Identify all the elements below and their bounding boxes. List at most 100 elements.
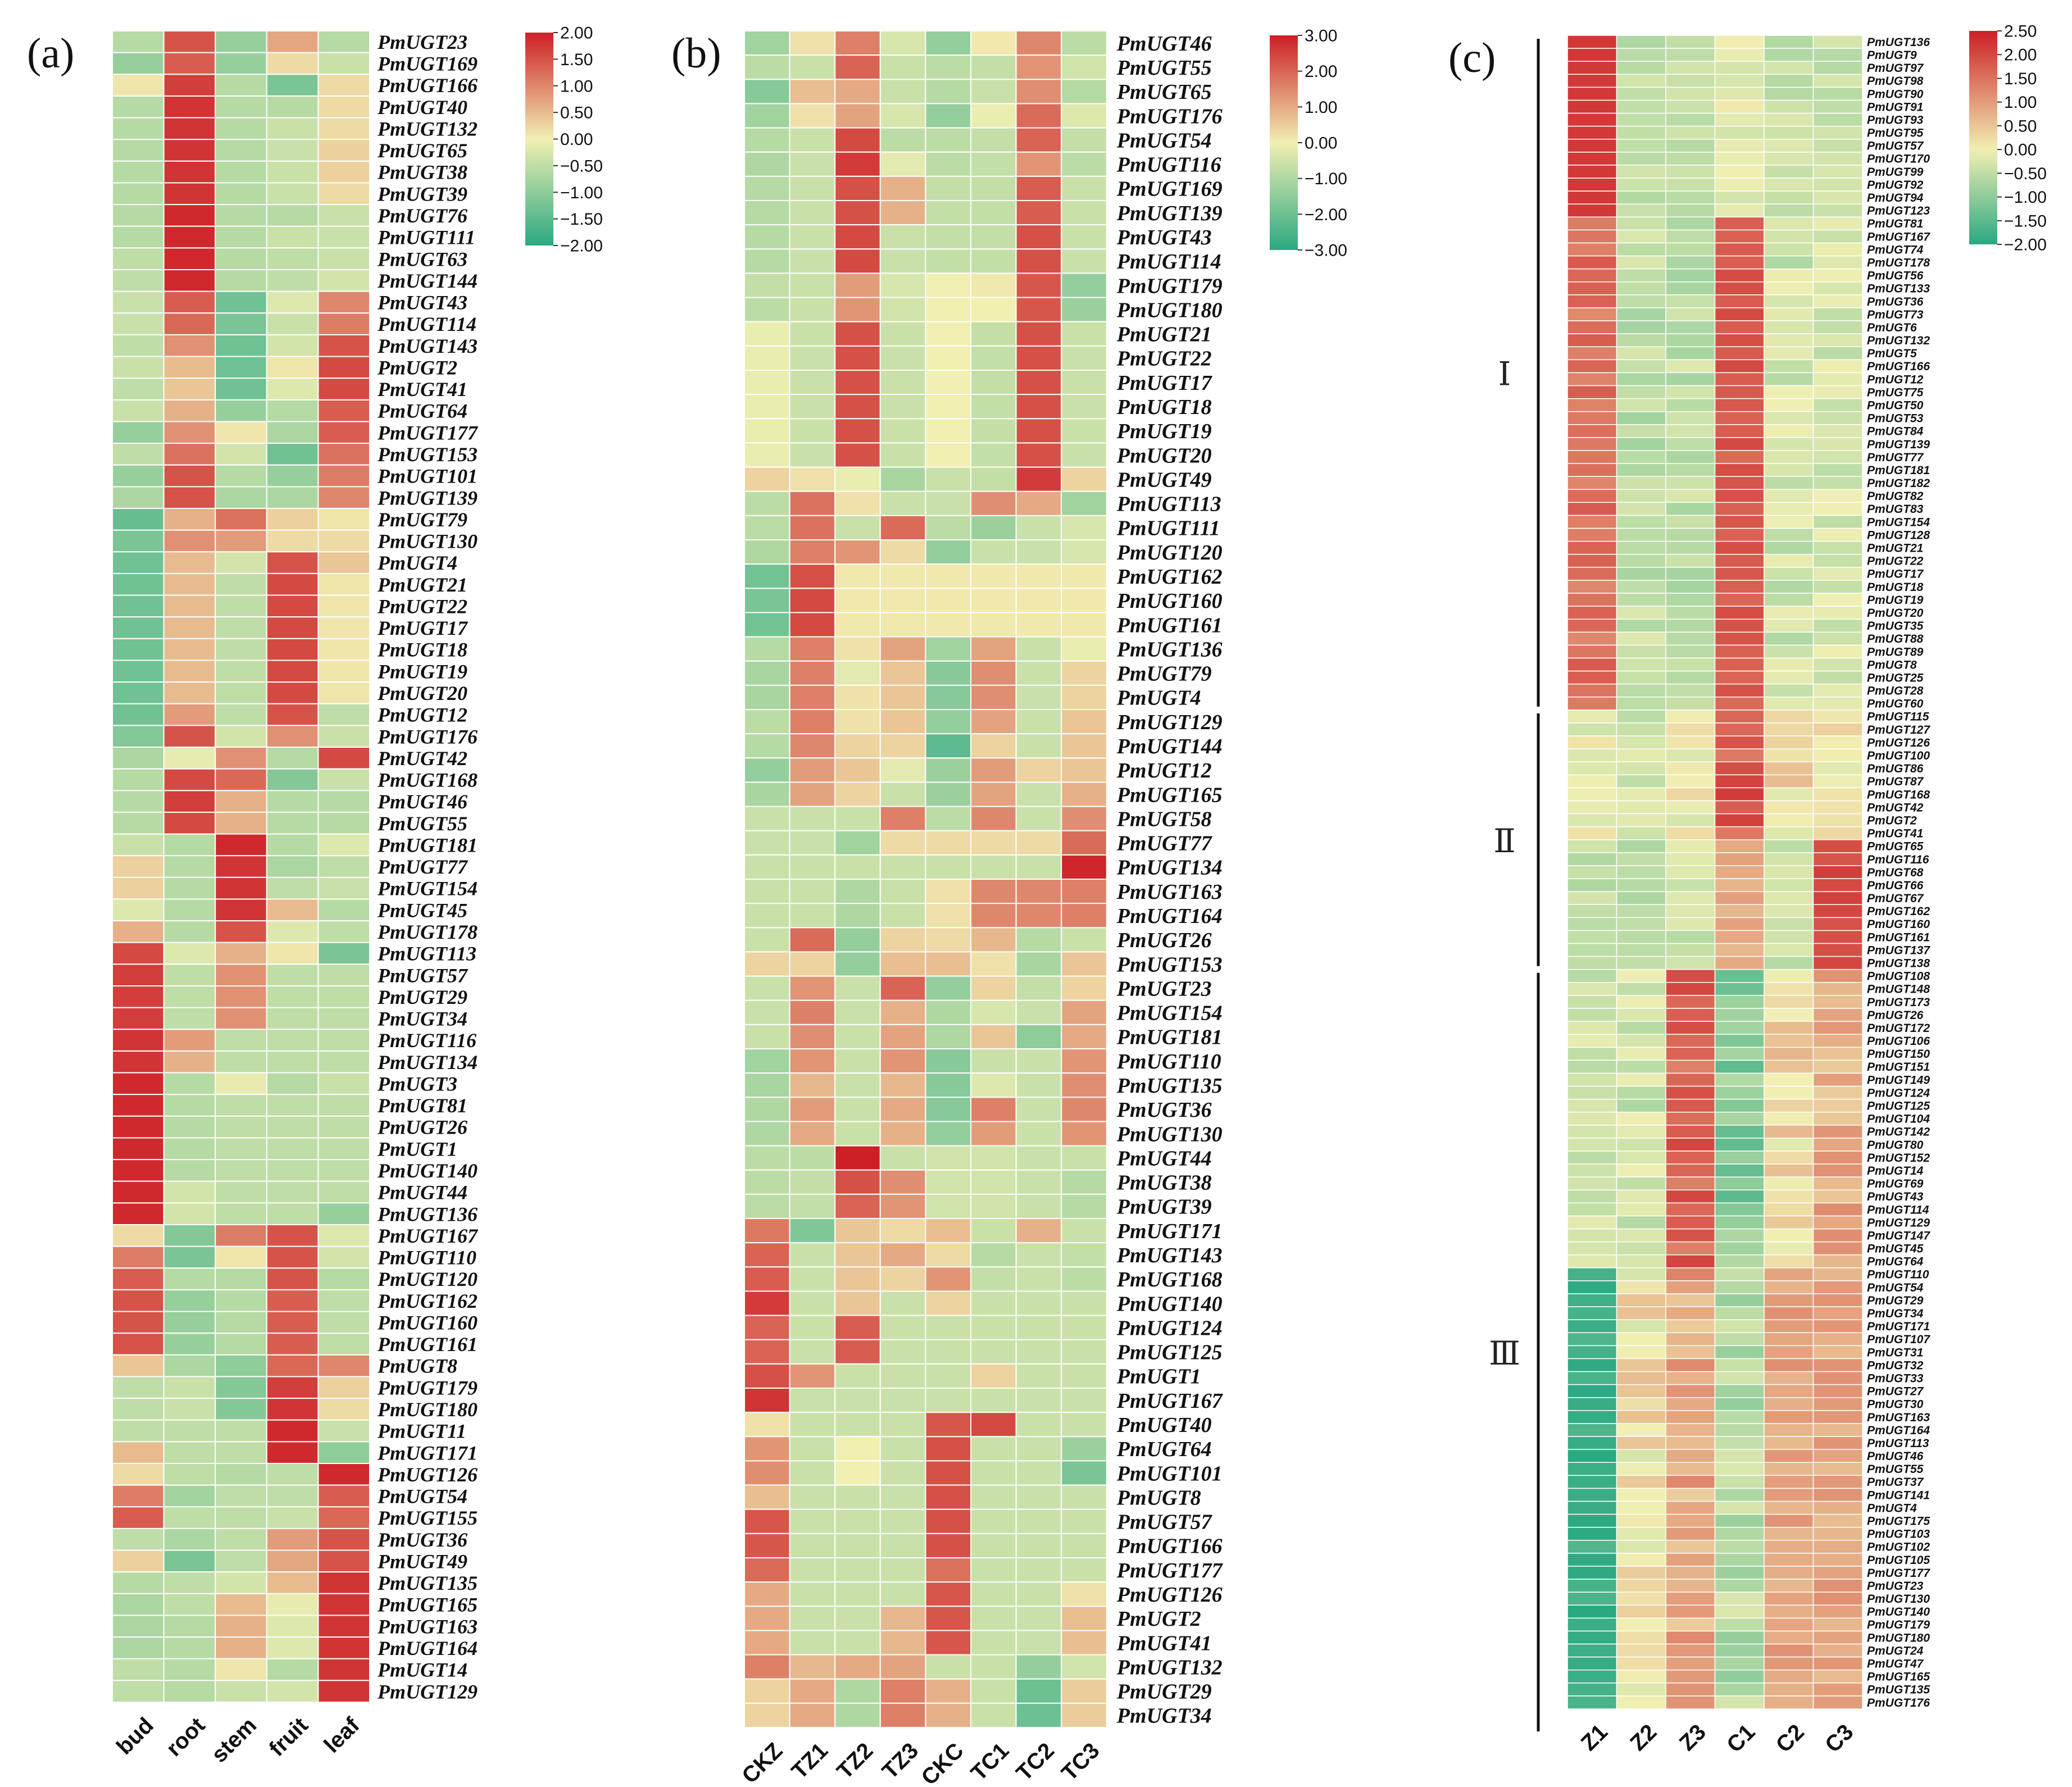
heatmap-cell: [163, 1441, 216, 1465]
row-label: PmUGT143: [1116, 1244, 1223, 1267]
row-label: PmUGT45: [377, 899, 467, 921]
row-label: PmUGT2: [1867, 815, 1917, 827]
heatmap-cell: [317, 399, 371, 422]
row-label: PmUGT140: [1867, 1606, 1930, 1618]
heatmap-cell: [1764, 1241, 1814, 1256]
heatmap-cell: [1714, 1189, 1765, 1204]
heatmap-cell: [925, 1339, 972, 1365]
heatmap-cell: [1714, 865, 1765, 879]
heatmap-cell: [163, 768, 216, 792]
row-label: PmUGT181: [1867, 464, 1930, 477]
heatmap-cell: [1665, 593, 1716, 607]
heatmap-cell: [1714, 1423, 1765, 1437]
row-label: PmUGT177: [377, 421, 479, 444]
heatmap-cell: [1764, 229, 1814, 244]
heatmap-cell: [925, 1508, 972, 1534]
heatmap-cell: [879, 999, 926, 1025]
heatmap-cell: [925, 612, 972, 638]
heatmap-cell: [317, 1571, 371, 1594]
heatmap-cell: [1567, 683, 1617, 698]
heatmap-cell: [1665, 268, 1716, 283]
heatmap-cell: [1015, 975, 1062, 1001]
heatmap-cell: [266, 1202, 319, 1226]
heatmap-cell: [215, 139, 267, 162]
heatmap-cell: [1665, 891, 1716, 905]
row-label: PmUGT2: [377, 357, 457, 379]
heatmap-cell: [1061, 224, 1107, 250]
heatmap-cell: [317, 356, 371, 379]
cluster-label: Ⅱ: [1493, 823, 1515, 860]
heatmap-cell: [1812, 411, 1863, 425]
heatmap-cell: [1567, 1228, 1617, 1243]
heatmap-cell: [789, 345, 836, 371]
heatmap-cell: [970, 30, 1017, 56]
heatmap-cell: [879, 442, 926, 468]
heatmap-cell: [1665, 1643, 1716, 1658]
heatmap-cell: [1714, 437, 1765, 451]
heatmap-cell: [834, 79, 881, 104]
heatmap-cell: [1812, 1423, 1863, 1437]
heatmap-cell: [1764, 346, 1814, 361]
heatmap-cell: [744, 684, 790, 710]
heatmap-cell: [215, 920, 267, 943]
heatmap-cell: [1764, 1617, 1814, 1632]
heatmap-cell: [879, 175, 926, 201]
heatmap-cell: [970, 1048, 1017, 1074]
heatmap-cell: [1714, 904, 1765, 918]
heatmap-cell: [1061, 563, 1107, 589]
heatmap-cell: [744, 1484, 790, 1510]
heatmap-cell: [1764, 372, 1814, 386]
heatmap-cell: [1616, 87, 1666, 101]
heatmap-cell: [1714, 320, 1765, 334]
heatmap-cell: [1616, 35, 1666, 49]
heatmap-cell: [1616, 580, 1666, 594]
heatmap-cell: [112, 486, 165, 509]
heatmap-cell: [834, 1024, 881, 1049]
heatmap-cell: [1714, 1449, 1765, 1463]
heatmap-cell: [1714, 1267, 1765, 1281]
heatmap-cell: [1714, 1540, 1765, 1554]
heatmap-cell: [1812, 710, 1863, 724]
heatmap-cell: [266, 1094, 319, 1117]
row-label: PmUGT55: [1116, 56, 1212, 80]
heatmap-cell: [317, 1527, 371, 1551]
row-label: PmUGT160: [1867, 918, 1930, 931]
heatmap-cell: [1764, 683, 1814, 698]
row-label: PmUGT120: [1116, 541, 1223, 565]
row-label: PmUGT102: [1867, 1541, 1930, 1554]
row-label: PmUGT87: [1867, 775, 1924, 788]
heatmap-cell: [1812, 1280, 1863, 1294]
heatmap-cell: [1764, 463, 1814, 477]
heatmap-cell: [215, 703, 267, 726]
heatmap-cell: [215, 660, 267, 683]
heatmap-cell: [1714, 1475, 1765, 1489]
heatmap-cell: [317, 660, 371, 683]
heatmap-cell: [1714, 839, 1765, 853]
heatmap-cell: [1812, 74, 1863, 88]
heatmap-cell: [1812, 1513, 1863, 1528]
heatmap-cell: [163, 334, 216, 357]
heatmap-cell: [970, 1193, 1017, 1220]
heatmap-cell: [1812, 891, 1863, 905]
heatmap-cell: [834, 1654, 881, 1680]
heatmap-cell: [1015, 733, 1062, 759]
heatmap-cell: [1015, 951, 1062, 977]
heatmap-cell: [789, 1412, 836, 1438]
heatmap-cell: [317, 1115, 371, 1139]
heatmap-cell: [879, 1266, 926, 1292]
row-label: PmUGT24: [1867, 1644, 1924, 1657]
heatmap-cell: [789, 175, 836, 201]
heatmap-cell: [1015, 1024, 1062, 1049]
heatmap-cell: [317, 117, 371, 140]
heatmap-cell: [1616, 515, 1666, 529]
heatmap-cell: [789, 709, 836, 735]
heatmap-cell: [317, 1224, 371, 1247]
heatmap-cell: [879, 660, 926, 686]
heatmap-cell: [215, 1072, 267, 1095]
heatmap-cell: [1015, 175, 1062, 201]
heatmap-cell: [1567, 1604, 1617, 1619]
heatmap-cell: [834, 1193, 881, 1220]
heatmap-cell: [970, 1484, 1017, 1510]
heatmap-cell: [789, 224, 836, 250]
